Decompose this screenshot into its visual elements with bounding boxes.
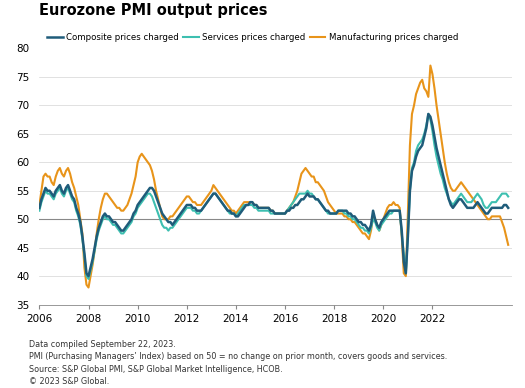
Composite prices charged <box>124 223 131 227</box>
Services prices charged <box>394 208 401 213</box>
Manufacturing prices charged <box>86 285 92 290</box>
Composite prices charged <box>474 200 480 204</box>
Text: Eurozone PMI output prices: Eurozone PMI output prices <box>39 3 268 18</box>
Composite prices charged <box>36 206 43 210</box>
Composite prices charged <box>425 112 432 116</box>
Manufacturing prices charged <box>419 78 425 82</box>
Legend: Composite prices charged, Services prices charged, Manufacturing prices charged: Composite prices charged, Services price… <box>44 30 461 46</box>
Composite prices charged <box>419 143 425 147</box>
Composite prices charged <box>505 206 511 210</box>
Text: Data compiled September 22, 2023.
PMI (Purchasing Managers’ Index) based on 50 =: Data compiled September 22, 2023. PMI (P… <box>29 340 447 386</box>
Services prices charged <box>36 208 43 213</box>
Composite prices charged <box>394 208 401 213</box>
Line: Services prices charged: Services prices charged <box>39 114 508 279</box>
Composite prices charged <box>198 208 204 213</box>
Manufacturing prices charged <box>394 203 401 207</box>
Manufacturing prices charged <box>474 203 480 207</box>
Composite prices charged <box>86 274 92 279</box>
Services prices charged <box>86 277 92 281</box>
Services prices charged <box>124 225 131 230</box>
Manufacturing prices charged <box>124 203 131 207</box>
Manufacturing prices charged <box>427 63 434 68</box>
Services prices charged <box>198 208 204 213</box>
Manufacturing prices charged <box>505 242 511 247</box>
Services prices charged <box>474 191 480 196</box>
Manufacturing prices charged <box>198 203 204 207</box>
Manufacturing prices charged <box>36 203 43 207</box>
Services prices charged <box>409 166 415 170</box>
Services prices charged <box>425 112 432 116</box>
Services prices charged <box>505 194 511 199</box>
Line: Composite prices charged: Composite prices charged <box>39 114 508 276</box>
Services prices charged <box>419 137 425 142</box>
Composite prices charged <box>409 168 415 173</box>
Line: Manufacturing prices charged: Manufacturing prices charged <box>39 66 508 288</box>
Manufacturing prices charged <box>409 112 415 116</box>
